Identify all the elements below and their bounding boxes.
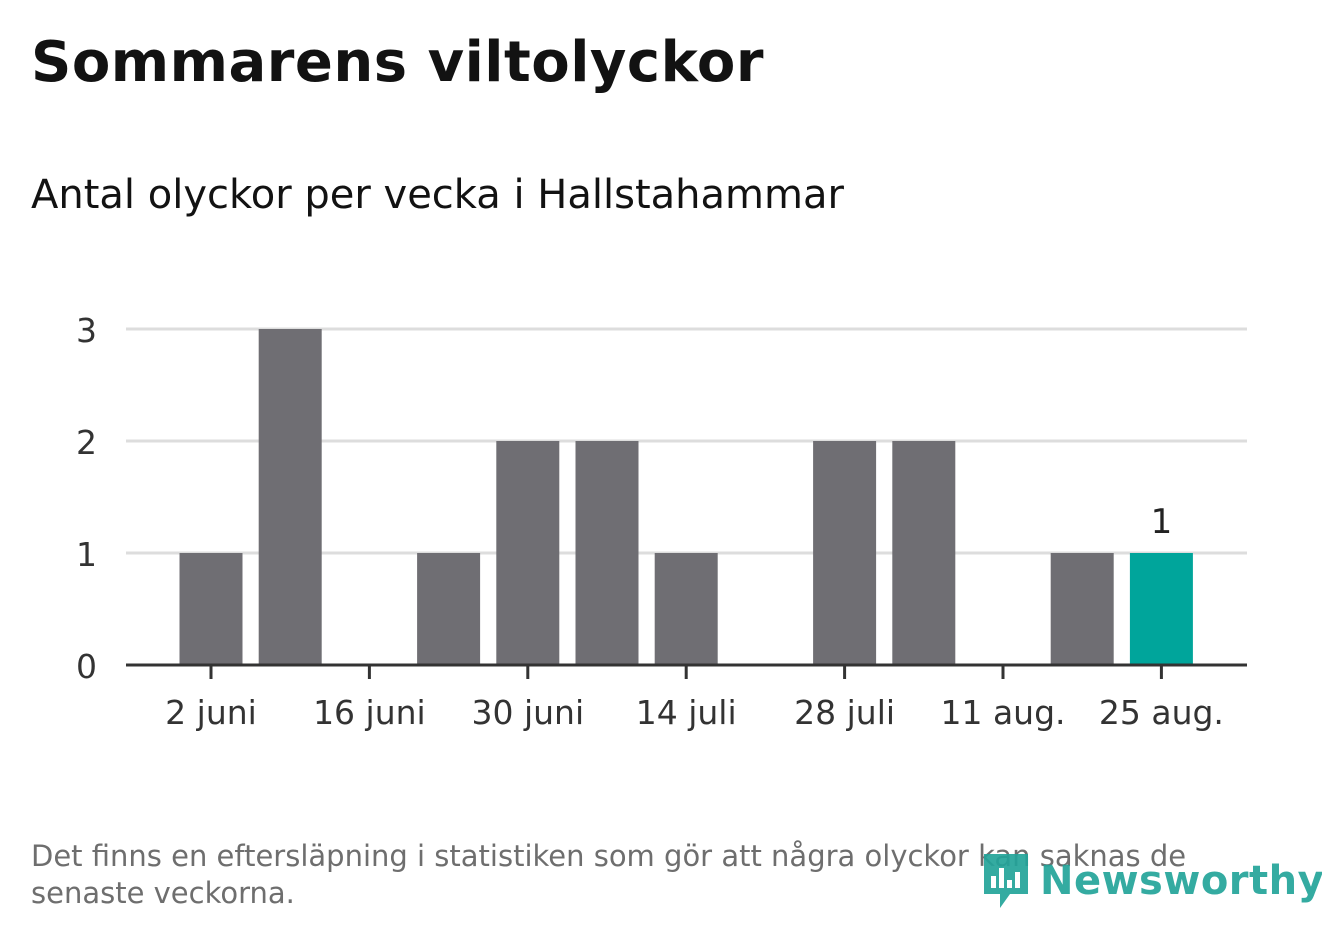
bar-chart: 0 1 2 3 1 2 juni 16 juni 30 juni 14 juli 28 juli 1… — [76, 311, 1247, 732]
y-tick-label: 0 — [76, 647, 97, 686]
brand-logo: Newsworthy — [980, 850, 1322, 912]
bar — [1050, 553, 1114, 665]
y-tick-label: 3 — [76, 311, 97, 350]
brand-name: Newsworthy — [1040, 858, 1322, 904]
x-tick-label: 11 aug. — [940, 693, 1065, 732]
x-tick-label: 28 juli — [794, 693, 895, 732]
bar — [417, 553, 481, 665]
bar — [179, 553, 243, 665]
bar — [496, 441, 560, 665]
bar — [654, 553, 718, 665]
newsworthy-logo-icon — [984, 854, 1028, 908]
bar — [813, 441, 877, 665]
x-tick-label: 2 juni — [165, 693, 257, 732]
chart-subtitle: Antal olyckor per vecka i Hallstahammar — [31, 172, 844, 218]
y-tick-label: 2 — [76, 423, 97, 462]
x-tick-label: 30 juni — [471, 693, 584, 732]
bar — [258, 329, 322, 665]
data-label: 1 — [1151, 502, 1173, 542]
bar — [892, 441, 956, 665]
x-tick-label: 16 juni — [313, 693, 426, 732]
y-tick-label: 1 — [76, 535, 97, 574]
bar — [1129, 553, 1193, 665]
x-tick-label: 25 aug. — [1099, 693, 1224, 732]
x-tick-label: 14 juli — [636, 693, 737, 732]
chart-title: Sommarens viltolyckor — [31, 30, 764, 95]
bar — [575, 441, 639, 665]
